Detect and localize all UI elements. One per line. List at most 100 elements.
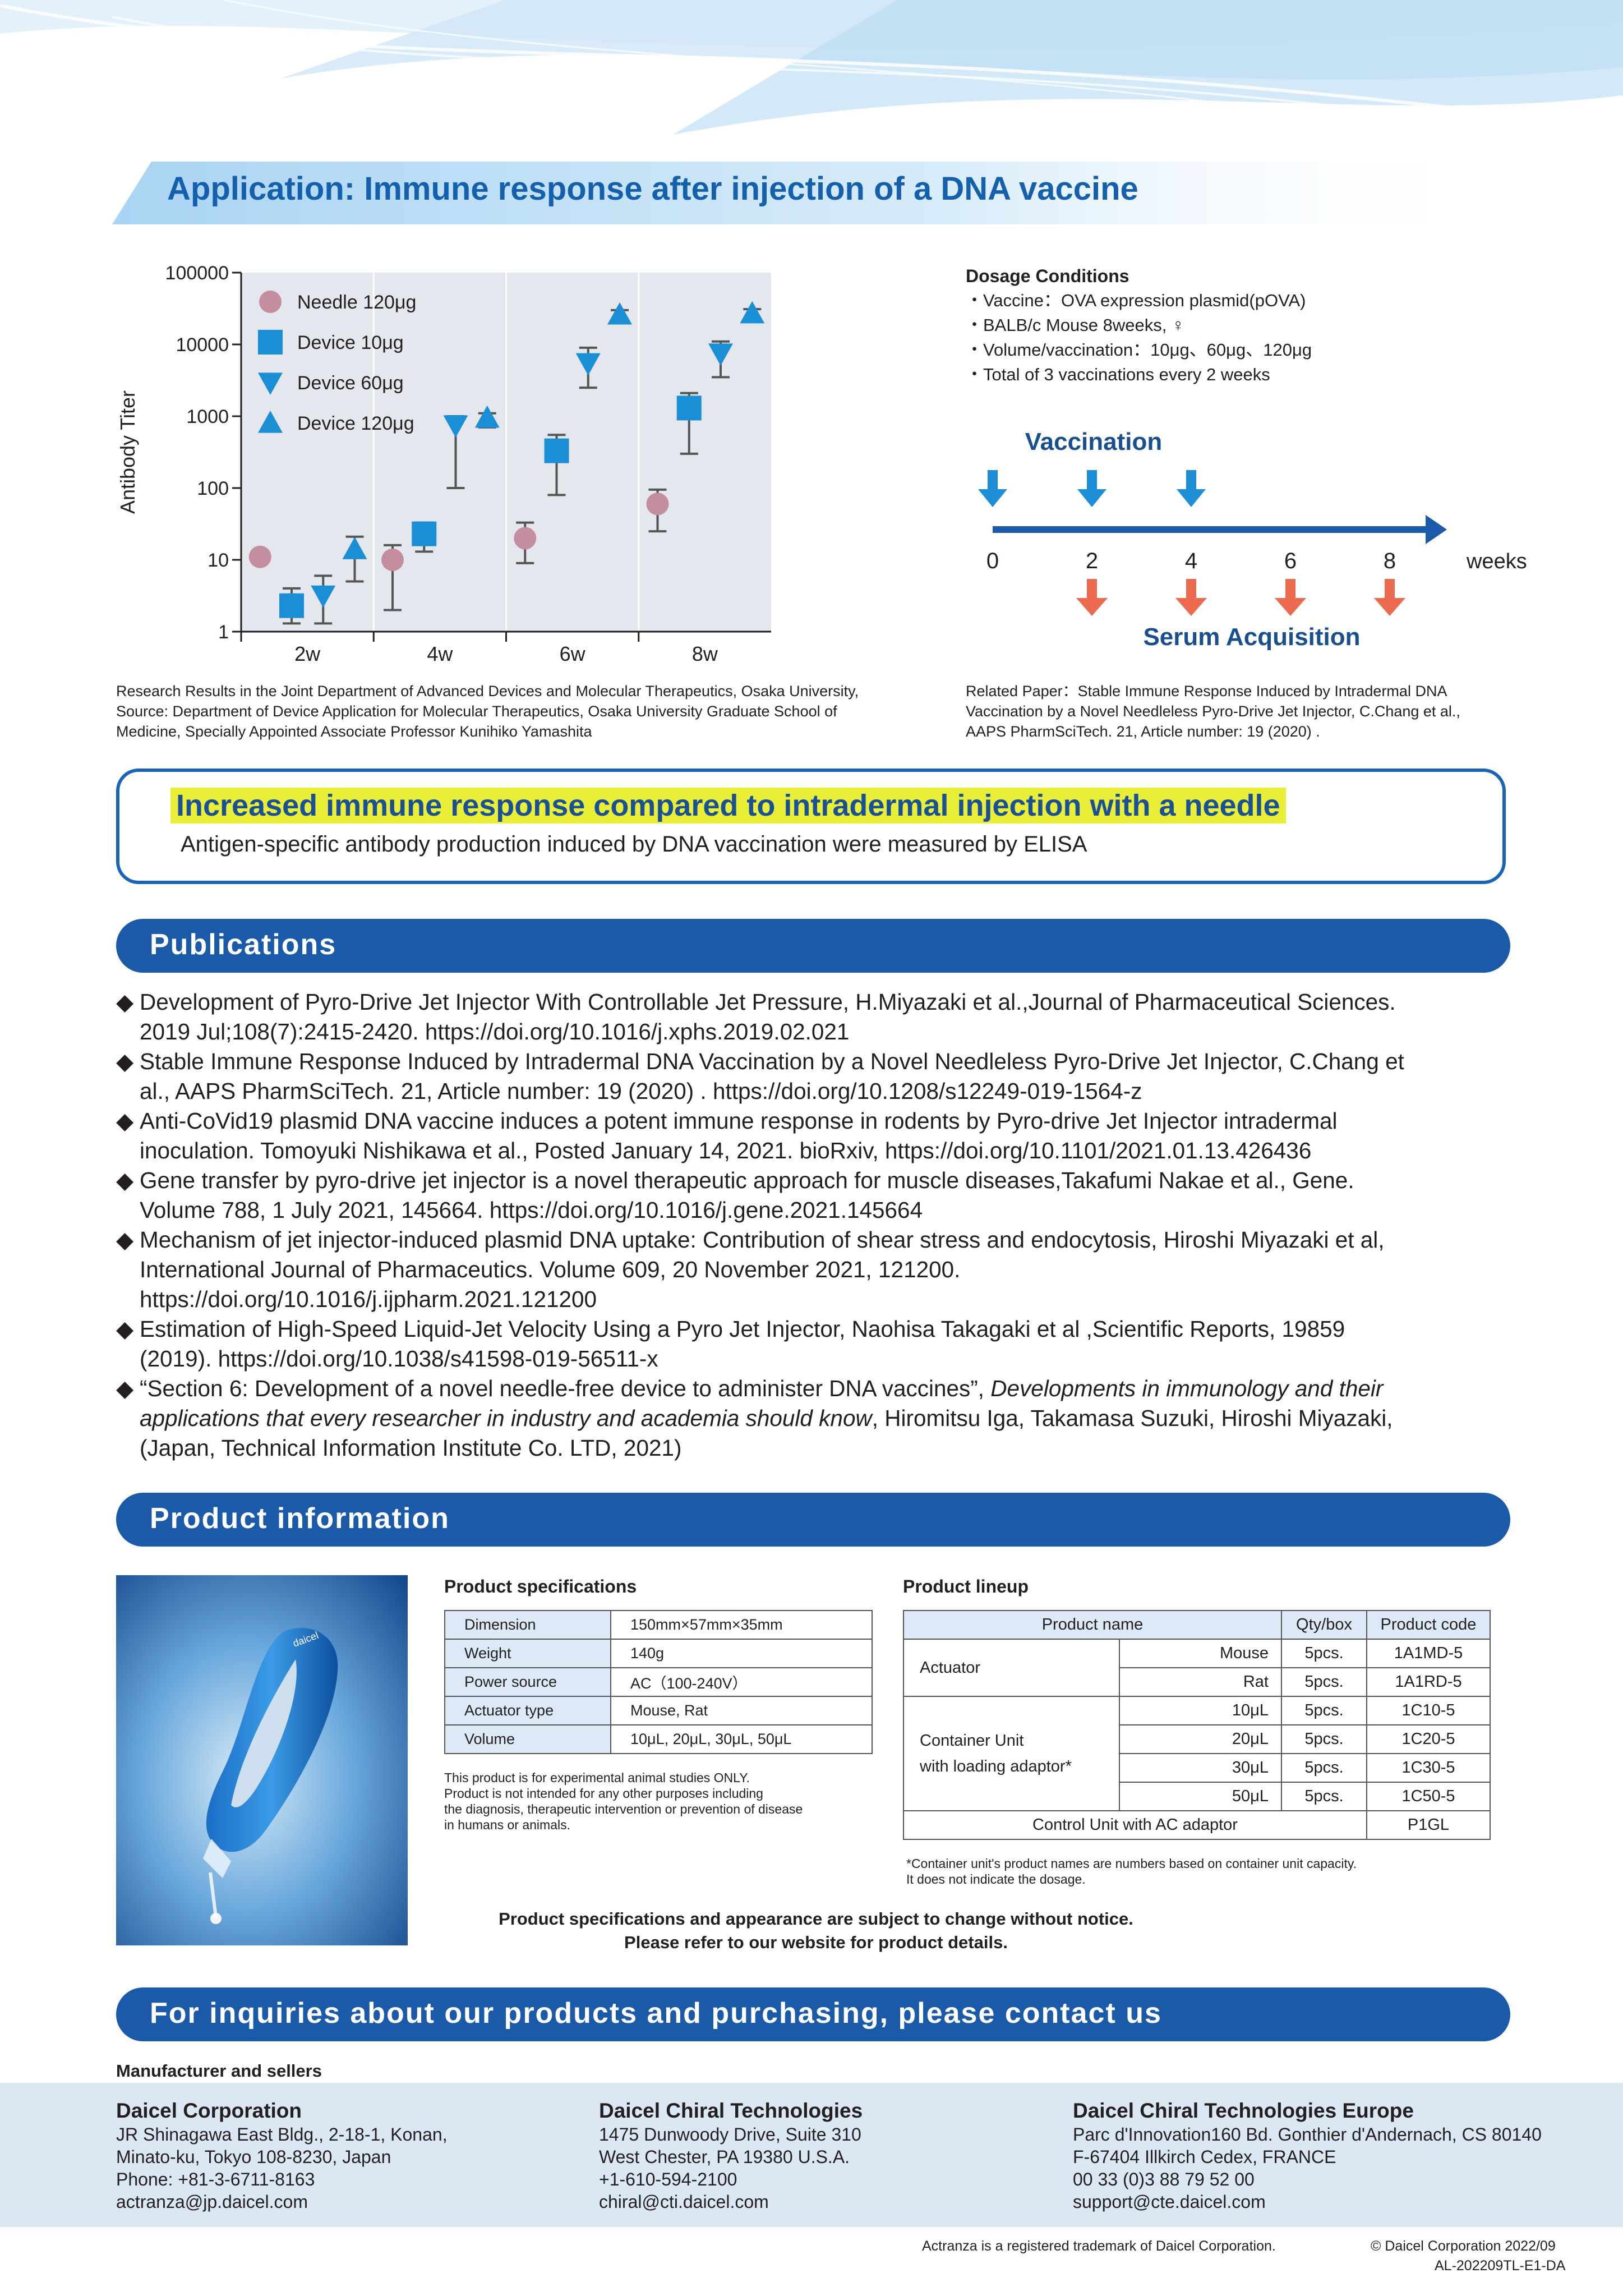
dosage-title: Dosage Conditions bbox=[966, 266, 1129, 286]
copyright: © Daicel Corporation 2022/09 bbox=[1371, 2238, 1556, 2254]
chart-source-line: Source: Department of Device Application… bbox=[116, 703, 837, 720]
table-row: Actuator Mouse 5pcs. 1A1MD-5 bbox=[903, 1639, 1491, 1697]
publication-item: ◆ “Section 6: Development of a novel need… bbox=[116, 1374, 1510, 1463]
week-tick-label: 6 bbox=[1284, 549, 1297, 573]
publication-text: , Hiromitsu Iga, Takamasa Suzuki, Hirosh… bbox=[872, 1405, 1393, 1431]
diamond-bullet-icon: ◆ bbox=[116, 1227, 134, 1253]
spec-value: 140g bbox=[610, 1639, 873, 1668]
diamond-bullet-icon: ◆ bbox=[116, 989, 134, 1015]
lineup-qty: 5pcs. bbox=[1281, 1639, 1367, 1668]
spec-key: Volume bbox=[444, 1724, 611, 1754]
notice-line: Please refer to our website for product … bbox=[624, 1932, 1008, 1952]
publication-line: Mechanism of jet injector-induced plasmi… bbox=[140, 1227, 1385, 1253]
manufacturer-label: Manufacturer and sellers bbox=[116, 2061, 322, 2081]
publication-text: “Section 6: Development of a novel needl… bbox=[140, 1375, 991, 1401]
table-row: Container Unit with loading adaptor* 10μ… bbox=[903, 1696, 1491, 1811]
y-tick-label: 1000 bbox=[186, 406, 229, 427]
publication-line: 2019 Jul;108(7):2415-2420. https://doi.o… bbox=[140, 1019, 850, 1045]
table-row: Control Unit with AC adaptor P1GL bbox=[903, 1810, 1491, 1840]
legend-marker bbox=[258, 372, 283, 395]
spec-table-title: Product specifications bbox=[444, 1576, 637, 1596]
data-point bbox=[279, 593, 304, 618]
company-line: JR Shinagawa East Bldg., 2-18-1, Konan, bbox=[116, 2124, 448, 2145]
col-product-name: Product name bbox=[903, 1610, 1282, 1640]
related-paper-line: Related Paper：Stable Immune Response Ind… bbox=[966, 683, 1447, 700]
company-line: 1475 Dunwoody Drive, Suite 310 bbox=[599, 2124, 861, 2145]
container-label-line: with loading adaptor* bbox=[920, 1757, 1072, 1775]
spec-note-line: the diagnosis, therapeutic intervention … bbox=[444, 1802, 803, 1816]
spec-key: Weight bbox=[444, 1639, 611, 1668]
lineup-code: 1C50-5 bbox=[1366, 1782, 1491, 1811]
legend-marker bbox=[259, 291, 282, 313]
company-block: Daicel Chiral Technologies Europe Parc d… bbox=[1073, 2099, 1542, 2213]
spec-table: Dimension 150mm×57mm×35mm Weight 140g Power … bbox=[444, 1610, 873, 1754]
spec-value: AC（100-240V） bbox=[610, 1667, 873, 1697]
lineup-code: 1A1RD-5 bbox=[1366, 1667, 1491, 1697]
data-point bbox=[676, 395, 702, 421]
publication-book-title: applications that every researcher in in… bbox=[140, 1405, 872, 1431]
publication-item: ◆ Gene transfer by pyro-drive jet injecto… bbox=[116, 1166, 1510, 1225]
data-point bbox=[412, 521, 437, 546]
spec-value: 10μL, 20μL, 30μL, 50μL bbox=[610, 1724, 873, 1754]
lineup-qty: 5pcs. bbox=[1281, 1753, 1367, 1783]
table-row: 50μL 5pcs. 1C50-5 bbox=[903, 1782, 1491, 1811]
trademark-note: Actranza is a registered trademark of Da… bbox=[922, 2238, 1276, 2254]
table-row: Volume 10μL, 20μL, 30μL, 50μL bbox=[444, 1724, 873, 1754]
notice-line: Product specifications and appearance ar… bbox=[499, 1909, 1133, 1929]
x-tick-label: 6w bbox=[560, 642, 586, 665]
publication-line: International Journal of Pharmaceutics. … bbox=[140, 1257, 961, 1282]
publications-section-bar: Publications bbox=[116, 919, 1510, 973]
company-phone: +1-610-594-2100 bbox=[599, 2169, 737, 2189]
publication-line: Estimation of High-Speed Liquid-Jet Velo… bbox=[140, 1316, 1345, 1342]
chart-source-line: Research Results in the Joint Department… bbox=[116, 683, 859, 700]
legend-label: Device 10μg bbox=[297, 332, 404, 353]
lineup-sub: Rat bbox=[1119, 1667, 1282, 1697]
publication-line: “Section 6: Development of a novel needl… bbox=[140, 1374, 1510, 1404]
vaccination-arrow bbox=[1177, 470, 1206, 507]
lineup-note-line: It does not indicate the dosage. bbox=[906, 1872, 1086, 1887]
spec-disclaimer: This product is for experimental animal … bbox=[444, 1770, 870, 1833]
company-phone: 00 33 (0)3 88 79 52 00 bbox=[1073, 2169, 1255, 2189]
y-tick-label: 100000 bbox=[165, 263, 229, 284]
company-block: Daicel Corporation JR Shinagawa East Bld… bbox=[116, 2099, 448, 2213]
weeks-unit-label: weeks bbox=[1466, 550, 1527, 573]
publication-line: Stable Immune Response Induced by Intrad… bbox=[140, 1048, 1404, 1074]
data-point bbox=[740, 301, 765, 324]
spec-note-line: in humans or animals. bbox=[444, 1818, 570, 1832]
spec-key: Actuator type bbox=[444, 1696, 611, 1726]
dosage-line: ・Total of 3 vaccinations every 2 weeks bbox=[966, 365, 1270, 384]
lineup-table-title: Product lineup bbox=[903, 1576, 1029, 1596]
week-tick-label: 4 bbox=[1185, 549, 1197, 573]
diamond-bullet-icon: ◆ bbox=[116, 1048, 134, 1074]
spec-note-line: This product is for experimental animal … bbox=[444, 1770, 750, 1785]
col-qty: Qty/box bbox=[1281, 1610, 1367, 1640]
vaccination-label: Vaccination bbox=[1025, 428, 1163, 455]
publication-item: ◆ Development of Pyro-Drive Jet Injector … bbox=[116, 987, 1510, 1047]
chart-source-line: Medicine, Specially Appointed Associate … bbox=[116, 723, 592, 740]
vaccination-arrow bbox=[1077, 470, 1106, 507]
company-email-link[interactable]: actranza@jp.daicel.com bbox=[116, 2192, 308, 2212]
table-row: Dimension 150mm×57mm×35mm bbox=[444, 1610, 873, 1640]
diamond-bullet-icon: ◆ bbox=[116, 1375, 134, 1401]
highlight-subtitle: Antigen-specific antibody production ind… bbox=[181, 832, 1087, 857]
lineup-sub: 30μL bbox=[1119, 1753, 1282, 1783]
company-name: Daicel Chiral Technologies Europe bbox=[1073, 2099, 1414, 2122]
publication-line: Gene transfer by pyro-drive jet injector… bbox=[140, 1167, 1354, 1193]
week-tick-label: 2 bbox=[1086, 549, 1098, 573]
x-tick-label: 4w bbox=[427, 642, 453, 665]
data-point bbox=[443, 415, 468, 438]
lineup-qty: 5pcs. bbox=[1281, 1724, 1367, 1754]
company-line: West Chester, PA 19380 U.S.A. bbox=[599, 2147, 850, 2167]
company-email-link[interactable]: chiral@cti.daicel.com bbox=[599, 2192, 769, 2212]
serum-arrow bbox=[1374, 579, 1405, 616]
related-paper-line: AAPS PharmSciTech. 21, Article number: 1… bbox=[966, 723, 1320, 740]
product-heading: Product information bbox=[150, 1502, 450, 1535]
lineup-qty: 5pcs. bbox=[1281, 1696, 1367, 1726]
week-tick-label: 8 bbox=[1384, 549, 1396, 573]
publication-item: ◆ Mechanism of jet injector-induced plasm… bbox=[116, 1225, 1510, 1314]
data-point bbox=[474, 405, 500, 428]
lineup-sub: 10μL bbox=[1119, 1696, 1282, 1726]
legend-label: Needle 120μg bbox=[297, 292, 416, 313]
control-unit-cell: Control Unit with AC adaptor bbox=[903, 1810, 1367, 1840]
company-email-link[interactable]: support@cte.daicel.com bbox=[1073, 2192, 1266, 2212]
